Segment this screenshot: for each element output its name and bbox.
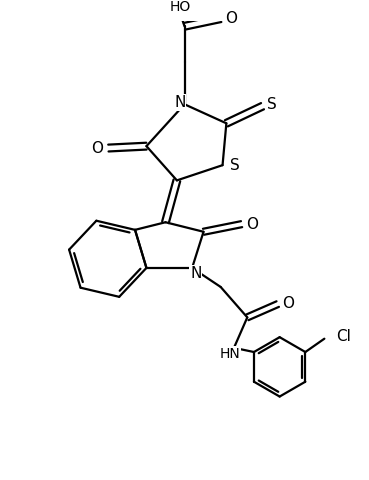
Text: S: S [267,97,277,112]
Text: O: O [225,11,237,26]
Text: N: N [174,95,186,110]
Text: HN: HN [220,347,241,360]
Text: N: N [190,266,201,281]
Text: O: O [282,296,294,311]
Text: S: S [230,157,239,173]
Text: O: O [246,216,258,232]
Text: HO: HO [170,0,191,14]
Text: Cl: Cl [337,329,351,344]
Text: O: O [91,141,103,156]
